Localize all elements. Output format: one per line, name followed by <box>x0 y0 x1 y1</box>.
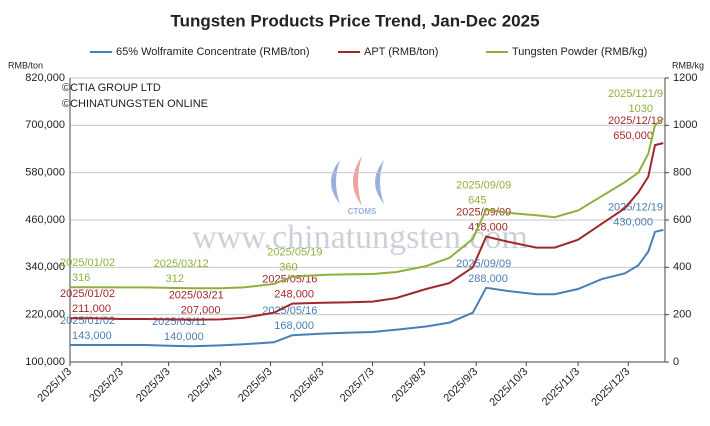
y-tick-label: 340,000 <box>25 261 65 273</box>
y2-tick-label: 0 <box>673 356 679 368</box>
legend-label: 65% Wolframite Concentrate (RMB/ton) <box>116 46 310 58</box>
annotation-value: 211,000 <box>72 303 111 315</box>
y-tick-label: 700,000 <box>25 119 65 131</box>
annotation-date: 2025/03/12 <box>154 258 209 270</box>
legend-label: APT (RMB/ton) <box>364 46 438 58</box>
annotation-date: 2025/05/16 <box>262 305 317 317</box>
y2-tick-label: 600 <box>673 214 691 226</box>
annotation-value: 143,000 <box>72 330 112 342</box>
annotation-date: 2025/12/19 <box>608 202 663 214</box>
annotation-value: 645 <box>468 194 486 206</box>
logo: CTOMS <box>331 156 384 216</box>
y-tick-label: 100,000 <box>25 356 65 368</box>
annotation-value: 650,000 <box>613 130 653 142</box>
y2-tick-label: 1000 <box>673 119 697 131</box>
logo-shape <box>375 160 384 204</box>
y2-tick-label: 400 <box>673 261 691 273</box>
annotation-value: 248,000 <box>274 289 314 301</box>
y2-tick-label: 200 <box>673 309 691 321</box>
annotation-value: 140,000 <box>164 331 204 343</box>
annotation-date: 2025/01/02 <box>60 288 115 300</box>
annotation-value: 316 <box>72 272 90 284</box>
annotation-value: 430,000 <box>613 217 653 229</box>
y-tick-label: 220,000 <box>25 309 65 321</box>
logo-shape <box>353 156 362 206</box>
annotation-value: 168,000 <box>274 320 314 332</box>
series-line <box>70 228 664 348</box>
annotation-date: 2025/09/09 <box>456 179 511 191</box>
annotation-date: 2025/09/09 <box>456 258 511 270</box>
annotation-date: 2025/05/19 <box>267 247 322 259</box>
note: ©CHINATUNGSTEN ONLINE <box>62 98 208 110</box>
annotation-date: 2025/121/9 <box>608 88 663 100</box>
watermark: www.chinatungsten.com <box>192 219 528 256</box>
annotation-date: 2025/01/02 <box>60 315 115 327</box>
y-axis-label: RMB/ton <box>8 60 43 70</box>
annotation-date: 2025/03/11 <box>152 316 206 328</box>
legend-label: Tungsten Powder (RMB/kg) <box>512 46 647 58</box>
annotation-value: 360 <box>279 262 297 274</box>
series-line <box>70 142 664 321</box>
note: ©CTIA GROUP LTD <box>62 82 161 94</box>
y2-tick-label: 1200 <box>673 72 697 84</box>
annotation-date: 2025/01/02 <box>60 257 115 269</box>
logo-shape <box>331 160 340 204</box>
series-line <box>70 117 664 290</box>
y-tick-label: 460,000 <box>25 214 65 226</box>
y-tick-label: 580,000 <box>25 167 65 179</box>
annotation-value: 1030 <box>629 103 653 115</box>
annotation-value: 207,000 <box>181 305 221 317</box>
y2-tick-label: 800 <box>673 167 691 179</box>
annotation-value: 312 <box>166 273 184 285</box>
annotation-date: 2025/03/21 <box>169 290 224 302</box>
annotation-date: 2025/12/19 <box>608 115 663 127</box>
logo-text: CTOMS <box>348 207 377 216</box>
annotation-value: 418,000 <box>468 221 508 233</box>
y2-axis-label: RMB/kg <box>672 60 704 70</box>
chart-title: Tungsten Products Price Trend, Jan-Dec 2… <box>170 11 539 30</box>
y-tick-label: 820,000 <box>25 72 65 84</box>
annotation-value: 288,000 <box>468 273 508 285</box>
